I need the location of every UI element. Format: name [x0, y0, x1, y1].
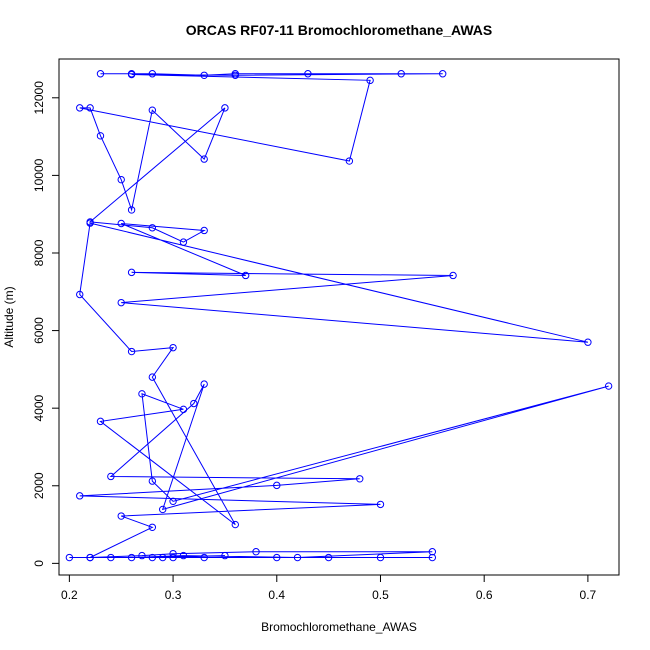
series-line — [69, 73, 609, 559]
data-point — [200, 71, 208, 79]
x-tick-label: 0.3 — [165, 588, 182, 602]
y-tick-label: 8000 — [32, 239, 46, 266]
y-axis: 0 2000 4000 6000 8000 10000 12000 — [32, 81, 60, 567]
data-point — [231, 71, 239, 79]
data-point — [273, 481, 281, 490]
x-tick-label: 0.7 — [580, 588, 597, 602]
data-point — [127, 70, 136, 79]
data-point — [439, 70, 447, 78]
data-point — [148, 523, 157, 531]
data-point — [96, 417, 105, 426]
y-tick-label: 12000 — [32, 81, 46, 115]
y-tick-label: 10000 — [32, 158, 46, 192]
data-point — [117, 219, 125, 228]
data-point — [148, 70, 157, 78]
data-point — [107, 553, 115, 562]
data-point — [169, 497, 177, 505]
data-point — [584, 338, 592, 346]
data-point — [127, 553, 136, 562]
data-point — [169, 343, 177, 352]
data-point — [273, 553, 281, 562]
x-tick-label: 0.2 — [61, 588, 78, 602]
data-point — [231, 520, 239, 529]
data-point — [117, 175, 125, 184]
data-point — [449, 271, 457, 280]
data-point — [127, 268, 136, 277]
data-point — [221, 104, 229, 112]
data-point — [169, 553, 177, 562]
data-point — [86, 553, 94, 562]
chart-title: ORCAS RF07-11 Bromochloromethane_AWAS — [186, 22, 493, 38]
data-point — [159, 505, 167, 514]
x-axis: 0.2 0.3 0.4 0.5 0.6 0.7 — [61, 574, 597, 602]
data-point — [428, 553, 437, 562]
data-point — [345, 157, 354, 165]
data-point — [366, 76, 374, 85]
data-point — [190, 399, 198, 408]
data-point — [76, 290, 84, 299]
data-point — [96, 70, 105, 78]
data-point — [356, 475, 364, 483]
x-tick-label: 0.5 — [372, 588, 389, 602]
data-point — [138, 551, 146, 560]
data-point — [376, 500, 385, 509]
data-point — [241, 271, 250, 280]
data-point — [252, 548, 260, 556]
data-point — [117, 512, 125, 520]
data-point — [86, 104, 94, 112]
data-point — [76, 492, 84, 500]
data-line — [69, 73, 609, 559]
data-point — [293, 553, 302, 562]
data-point — [169, 549, 177, 558]
data-point — [304, 70, 312, 78]
data-point — [159, 553, 167, 562]
data-point — [604, 382, 613, 390]
data-point — [221, 551, 229, 560]
data-point — [148, 553, 157, 562]
data-point — [324, 553, 333, 562]
data-point — [148, 106, 157, 114]
data-point — [397, 70, 405, 78]
y-axis-label: Altitude (m) — [2, 286, 16, 347]
x-tick-label: 0.4 — [268, 588, 285, 602]
series-points — [65, 70, 613, 562]
x-axis-label: Bromochloromethane_AWAS — [261, 620, 417, 634]
y-tick-label: 2000 — [32, 472, 46, 499]
y-tick-label: 0 — [32, 560, 46, 567]
data-point — [127, 347, 136, 356]
x-tick-label: 0.6 — [476, 588, 493, 602]
data-point — [179, 551, 188, 560]
data-point — [148, 373, 157, 381]
data-point — [428, 548, 437, 556]
data-point — [65, 553, 74, 562]
data-point — [127, 206, 136, 214]
y-tick-label: 4000 — [32, 395, 46, 422]
y-tick-label: 6000 — [32, 317, 46, 344]
data-point — [200, 226, 208, 235]
data-point — [76, 104, 84, 112]
data-point — [107, 472, 115, 481]
data-point — [96, 132, 105, 140]
data-point — [148, 224, 157, 232]
data-point — [376, 553, 385, 562]
data-point — [86, 219, 94, 227]
data-point — [200, 155, 208, 163]
data-point — [200, 380, 208, 388]
data-point — [138, 390, 146, 398]
data-point — [179, 405, 188, 414]
data-point — [179, 238, 188, 246]
data-point — [148, 477, 157, 485]
data-point — [200, 553, 208, 562]
data-point — [117, 298, 125, 307]
